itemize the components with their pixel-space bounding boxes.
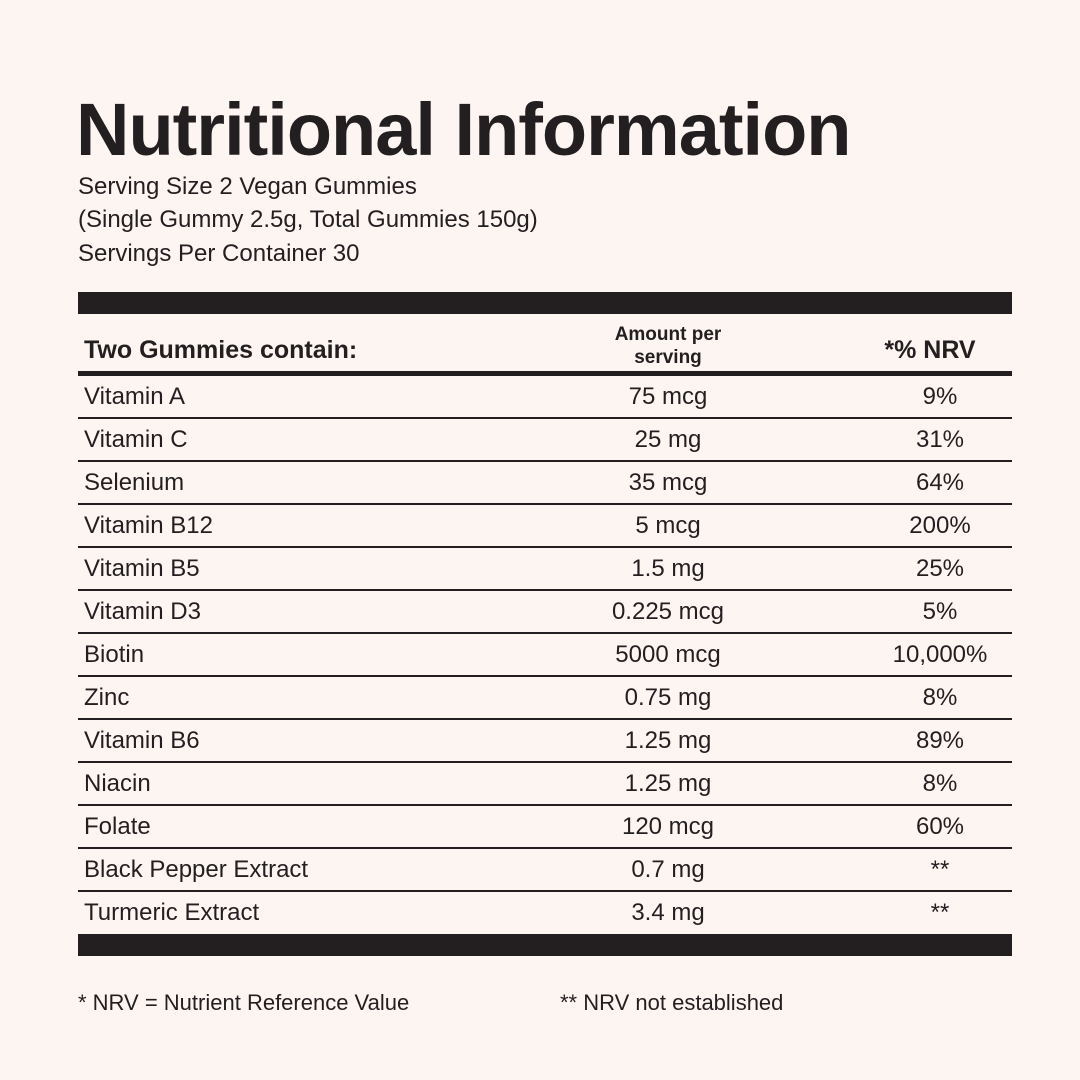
- table-row: Vitamin B5 1.5 mg 25%: [78, 548, 1012, 591]
- nrv: 9%: [922, 383, 958, 410]
- amount: 1.5 mg: [631, 555, 705, 582]
- nutrient-name: Vitamin D3: [84, 598, 201, 625]
- table-row: Vitamin B6 1.25 mg 89%: [78, 720, 1012, 763]
- amount: 1.25 mg: [624, 770, 712, 797]
- nrv: 200%: [909, 512, 971, 539]
- nutrient-name: Niacin: [84, 770, 151, 797]
- nrv: 60%: [915, 813, 965, 840]
- table-row: Turmeric Extract 3.4 mg **: [78, 892, 1012, 935]
- nrv: 89%: [915, 727, 965, 754]
- table-row: Folate 120 mcg 60%: [78, 806, 1012, 849]
- nutrient-name: Zinc: [84, 684, 130, 711]
- nrv: **: [930, 899, 950, 926]
- nrv: 8%: [922, 770, 958, 797]
- table-row: Vitamin A 75 mcg 9%: [78, 376, 1012, 419]
- amount: 0.7 mg: [631, 856, 705, 883]
- table-row: Niacin 1.25 mg 8%: [78, 763, 1012, 806]
- nrv: 8%: [922, 684, 958, 711]
- table-row: Black Pepper Extract 0.7 mg **: [78, 849, 1012, 892]
- nutrient-name: Black Pepper Extract: [84, 856, 309, 883]
- header-rule: [78, 371, 1012, 376]
- amount: 5 mcg: [635, 512, 701, 539]
- table-row: Zinc 0.75 mg 8%: [78, 677, 1012, 720]
- top-bar: [78, 292, 1012, 314]
- bottom-bar: [78, 934, 1012, 956]
- table-row: Vitamin D3 0.225 mcg 5%: [78, 591, 1012, 634]
- nutrient-name: Vitamin B12: [84, 512, 213, 539]
- amount: 3.4 mg: [631, 899, 705, 926]
- amount: 120 mcg: [621, 813, 715, 840]
- nrv: **: [930, 856, 950, 883]
- nutrient-name: Vitamin C: [84, 426, 188, 453]
- nrv: 31%: [915, 426, 965, 453]
- column-header: Two Gummies contain:: [84, 336, 358, 364]
- title: Nutritional Information: [76, 88, 851, 171]
- amount: 25 mg: [634, 426, 702, 453]
- footnote: ** NRV not established: [560, 990, 784, 1015]
- nrv: 10,000%: [892, 641, 988, 668]
- table-row: Vitamin C 25 mg 31%: [78, 419, 1012, 462]
- serving-line: Serving Size 2 Vegan Gummies: [78, 173, 417, 200]
- amount: 35 mcg: [628, 469, 708, 496]
- amount: 75 mcg: [628, 383, 708, 410]
- nrv: 25%: [915, 555, 965, 582]
- serving-line: (Single Gummy 2.5g, Total Gummies 150g): [78, 206, 538, 233]
- table-row: Vitamin B12 5 mcg 200%: [78, 505, 1012, 548]
- amount: 1.25 mg: [624, 727, 712, 754]
- nrv: 5%: [922, 598, 958, 625]
- column-header: *% NRV: [884, 336, 976, 364]
- nutrient-name: Vitamin B6: [84, 727, 200, 754]
- serving-line: Servings Per Container 30: [78, 240, 360, 267]
- table-row: Biotin 5000 mcg 10,000%: [78, 634, 1012, 677]
- amount: 0.225 mcg: [611, 598, 725, 625]
- nutrient-name: Vitamin B5: [84, 555, 200, 582]
- nutrient-name: Turmeric Extract: [84, 899, 260, 926]
- nutrient-name: Selenium: [84, 469, 185, 496]
- nutrient-name: Vitamin A: [84, 383, 185, 410]
- nutrient-name: Biotin: [84, 641, 145, 668]
- footnote: * NRV = Nutrient Reference Value: [78, 990, 410, 1015]
- amount: 0.75 mg: [624, 684, 712, 711]
- nrv: 64%: [915, 469, 965, 496]
- amount: 5000 mcg: [615, 641, 721, 668]
- nutrient-name: Folate: [84, 813, 151, 840]
- column-header: Amount per serving: [614, 324, 722, 368]
- table-row: Selenium 35 mcg 64%: [78, 462, 1012, 505]
